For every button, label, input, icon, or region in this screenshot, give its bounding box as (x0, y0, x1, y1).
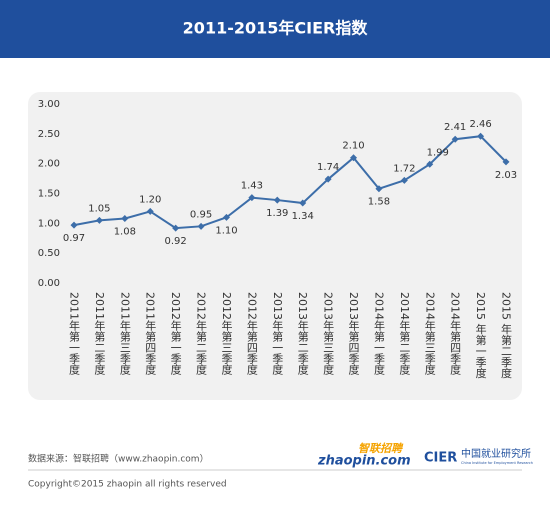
logo2-en: China Institute for Employment Research (461, 461, 533, 465)
data-point (350, 154, 358, 162)
data-label: 1.34 (292, 211, 314, 222)
x-tick-label: 2012年第一季度 (169, 292, 182, 376)
data-label: 1.39 (266, 208, 288, 219)
x-tick-label: 2014年第二季度 (398, 292, 411, 376)
data-point (146, 207, 154, 215)
y-tick-label: 1.00 (38, 218, 60, 229)
data-point (222, 213, 230, 221)
copyright: Copyright©2015 zhaopin all rights reserv… (28, 480, 227, 490)
data-point (95, 216, 103, 224)
data-point (70, 221, 78, 229)
data-point (451, 135, 459, 143)
chart-title: 2011-2015年CIER指数 (183, 19, 369, 38)
x-tick-label: 2013年第二季度 (296, 292, 309, 376)
header-band (0, 0, 550, 58)
x-tick-label: 2014年第一季度 (372, 292, 385, 376)
data-point (400, 176, 408, 184)
data-point (248, 194, 256, 202)
data-label: 0.95 (190, 209, 212, 220)
x-tick-label: 2013年第三季度 (322, 292, 335, 376)
data-point (502, 158, 510, 166)
x-tick-label: 2012年第三季度 (220, 292, 233, 376)
data-point (324, 175, 332, 183)
x-tick-label: 2013年第一季度 (271, 292, 284, 376)
x-tick-label: 2013年第四季度 (347, 292, 360, 376)
data-label: 1.99 (427, 147, 449, 158)
x-tick-label: 2012年第二季度 (195, 292, 208, 376)
data-label: 0.97 (63, 233, 85, 244)
plot-panel (28, 92, 522, 400)
x-tick-label: 2014年第四季度 (449, 292, 462, 376)
logo2-abbr: CIER (424, 451, 457, 466)
x-tick-label: 2015 年第二季度 (500, 292, 513, 379)
data-label: 2.41 (444, 122, 466, 133)
y-tick-label: 1.50 (38, 189, 60, 200)
x-tick-label: 2011年第一季度 (68, 292, 81, 376)
data-label: 1.10 (215, 225, 237, 236)
data-point (197, 222, 205, 230)
y-tick-label: 2.50 (38, 129, 60, 140)
plot: 0.00 0.50 1.00 1.50 2.00 2.50 3.00 2011年第一季度 201… (38, 99, 517, 379)
data-point (273, 196, 281, 204)
y-tick-label: 0.50 (38, 248, 60, 259)
logo1-en: zhaopin.com (317, 454, 411, 469)
data-label: 1.08 (114, 227, 136, 238)
y-tick-label: 0.00 (38, 278, 60, 289)
data-label: 1.72 (393, 163, 415, 174)
x-tick-label: 2012年第四季度 (245, 292, 258, 376)
data-point (299, 199, 307, 207)
logo2-cn: 中国就业研究所 (461, 447, 531, 460)
data-label: 1.58 (368, 197, 390, 208)
logo1-cn: 智联招聘 (358, 442, 404, 455)
x-tick-label: 2015 年第一季度 (474, 292, 487, 379)
data-label: 0.92 (165, 236, 187, 247)
y-tick-label: 3.00 (38, 99, 60, 110)
y-tick-label: 2.00 (38, 159, 60, 170)
data-label: 1.05 (88, 203, 110, 214)
data-label: 1.43 (241, 181, 263, 192)
data-point (121, 215, 129, 223)
data-label: 2.03 (495, 170, 517, 181)
series-line (73, 135, 507, 230)
data-label: 2.10 (342, 141, 364, 152)
data-label: 2.46 (469, 119, 491, 130)
x-tick-label: 2011年第三季度 (118, 292, 131, 376)
source: 数据来源：智联招聘（www.zhaopin.com） (28, 453, 209, 465)
x-tick-label: 2014年第三季度 (423, 292, 436, 376)
data-label: 1.74 (317, 162, 339, 173)
x-tick-label: 2011年第二季度 (93, 292, 106, 376)
data-point (477, 132, 485, 140)
x-tick-label: 2011年第四季度 (144, 292, 157, 376)
data-point (426, 160, 434, 168)
data-label: 1.20 (139, 194, 161, 205)
data-point (375, 185, 383, 193)
data-point (172, 224, 180, 232)
